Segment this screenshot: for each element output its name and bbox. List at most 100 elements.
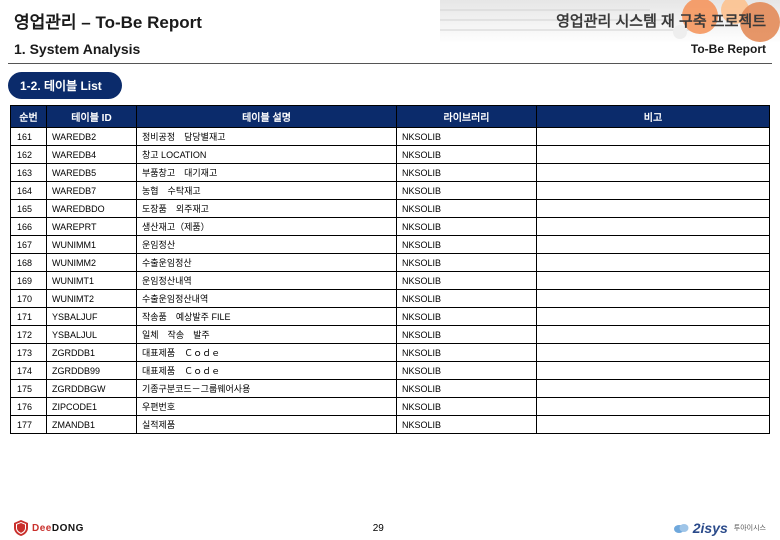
cell-desc: 운임정산내역 <box>137 272 397 290</box>
cell-seq: 170 <box>11 290 47 308</box>
cell-lib: NKSOLIB <box>397 398 537 416</box>
cell-note <box>537 326 770 344</box>
footer: DeeDONG 29 2isys 투아이시스 <box>0 520 780 536</box>
cell-seq: 171 <box>11 308 47 326</box>
cell-desc: 도장품 외주재고 <box>137 200 397 218</box>
cell-desc: 일체 작송 발주 <box>137 326 397 344</box>
table-header-row: 순번 테이블 ID 테이블 설명 라이브러리 비고 <box>11 106 770 128</box>
table-row: 171YSBALJUF작송품 예상발주 FILENKSOLIB <box>11 308 770 326</box>
cell-desc: 대표제품 Ｃｏｄｅ <box>137 362 397 380</box>
cell-id: ZGRDDBGW <box>47 380 137 398</box>
cell-note <box>537 344 770 362</box>
table-row: 169WUNIMT1운임정산내역NKSOLIB <box>11 272 770 290</box>
project-title: 영업관리 시스템 재 구축 프로젝트 <box>556 10 766 31</box>
cell-seq: 165 <box>11 200 47 218</box>
cell-note <box>537 308 770 326</box>
cell-id: WAREDB4 <box>47 146 137 164</box>
table-row: 175ZGRDDBGW기종구분코드－그룹웨어사용NKSOLIB <box>11 380 770 398</box>
table-row: 162WAREDB4창고 LOCATIONNKSOLIB <box>11 146 770 164</box>
table-row: 163WAREDB5부품창고 대기재고NKSOLIB <box>11 164 770 182</box>
cell-seq: 175 <box>11 380 47 398</box>
cell-desc: 창고 LOCATION <box>137 146 397 164</box>
cell-lib: NKSOLIB <box>397 380 537 398</box>
cell-seq: 173 <box>11 344 47 362</box>
cloud-icon <box>673 522 689 534</box>
cell-lib: NKSOLIB <box>397 254 537 272</box>
cell-lib: NKSOLIB <box>397 200 537 218</box>
cell-id: ZGRDDB99 <box>47 362 137 380</box>
cell-desc: 대표제품 Ｃｏｄｅ <box>137 344 397 362</box>
cell-lib: NKSOLIB <box>397 218 537 236</box>
table-row: 161WAREDB2정비공정 담당별재고NKSOLIB <box>11 128 770 146</box>
cell-lib: NKSOLIB <box>397 344 537 362</box>
table-row: 167WUNIMM1운임정산NKSOLIB <box>11 236 770 254</box>
cell-id: WAREDB7 <box>47 182 137 200</box>
cell-seq: 176 <box>11 398 47 416</box>
subsection-tab: 1-2. 테이블 List <box>8 72 122 99</box>
cell-desc: 우편번호 <box>137 398 397 416</box>
cell-desc: 작송품 예상발주 FILE <box>137 308 397 326</box>
col-header-seq: 순번 <box>11 106 47 128</box>
table-row: 170WUNIMT2수출운임정산내역NKSOLIB <box>11 290 770 308</box>
cell-lib: NKSOLIB <box>397 182 537 200</box>
cell-note <box>537 128 770 146</box>
cell-seq: 164 <box>11 182 47 200</box>
cell-desc: 운임정산 <box>137 236 397 254</box>
cell-note <box>537 218 770 236</box>
footer-right-logo-text: 2isys <box>693 520 728 536</box>
cell-seq: 163 <box>11 164 47 182</box>
footer-left-logo-text: DeeDONG <box>32 523 84 534</box>
cell-note <box>537 236 770 254</box>
cell-id: ZIPCODE1 <box>47 398 137 416</box>
cell-note <box>537 290 770 308</box>
cell-desc: 수출운임정산 <box>137 254 397 272</box>
cell-id: WUNIMM2 <box>47 254 137 272</box>
cell-id: WUNIMT2 <box>47 290 137 308</box>
footer-right-logo: 2isys 투아이시스 <box>673 520 766 536</box>
cell-note <box>537 164 770 182</box>
cell-desc: 생산재고（제품） <box>137 218 397 236</box>
cell-lib: NKSOLIB <box>397 236 537 254</box>
table-row: 177ZMANDB1실적제품NKSOLIB <box>11 416 770 434</box>
cell-lib: NKSOLIB <box>397 128 537 146</box>
cell-id: WAREDBDO <box>47 200 137 218</box>
shield-icon <box>14 520 28 536</box>
cell-lib: NKSOLIB <box>397 272 537 290</box>
cell-note <box>537 398 770 416</box>
cell-id: ZGRDDB1 <box>47 344 137 362</box>
cell-id: ZMANDB1 <box>47 416 137 434</box>
footer-left-logo: DeeDONG <box>14 520 84 536</box>
col-header-lib: 라이브러리 <box>397 106 537 128</box>
table-row: 168WUNIMM2수출운임정산NKSOLIB <box>11 254 770 272</box>
cell-note <box>537 362 770 380</box>
table-row: 176ZIPCODE1우편번호NKSOLIB <box>11 398 770 416</box>
cell-id: YSBALJUL <box>47 326 137 344</box>
table-row: 165WAREDBDO도장품 외주재고NKSOLIB <box>11 200 770 218</box>
cell-note <box>537 254 770 272</box>
cell-desc: 농협 수탁재고 <box>137 182 397 200</box>
cell-note <box>537 380 770 398</box>
cell-desc: 실적제품 <box>137 416 397 434</box>
header-bar: 영업관리 – To-Be Report 영업관리 시스템 재 구축 프로젝트 <box>0 0 780 37</box>
cell-lib: NKSOLIB <box>397 164 537 182</box>
col-header-desc: 테이블 설명 <box>137 106 397 128</box>
cell-seq: 177 <box>11 416 47 434</box>
cell-id: WUNIMM1 <box>47 236 137 254</box>
cell-id: WAREPRT <box>47 218 137 236</box>
cell-seq: 167 <box>11 236 47 254</box>
table-list: 순번 테이블 ID 테이블 설명 라이브러리 비고 161WAREDB2정비공정… <box>10 105 770 434</box>
table-container: 순번 테이블 ID 테이블 설명 라이브러리 비고 161WAREDB2정비공정… <box>10 105 770 434</box>
cell-desc: 부품창고 대기재고 <box>137 164 397 182</box>
table-row: 166WAREPRT생산재고（제품）NKSOLIB <box>11 218 770 236</box>
section-title: 1. System Analysis <box>14 41 140 57</box>
cell-desc: 수출운임정산내역 <box>137 290 397 308</box>
cell-seq: 166 <box>11 218 47 236</box>
page-number: 29 <box>373 523 384 534</box>
cell-id: WAREDB2 <box>47 128 137 146</box>
cell-note <box>537 200 770 218</box>
cell-seq: 162 <box>11 146 47 164</box>
table-row: 164WAREDB7농협 수탁재고NKSOLIB <box>11 182 770 200</box>
table-row: 172YSBALJUL일체 작송 발주NKSOLIB <box>11 326 770 344</box>
cell-lib: NKSOLIB <box>397 290 537 308</box>
cell-note <box>537 182 770 200</box>
